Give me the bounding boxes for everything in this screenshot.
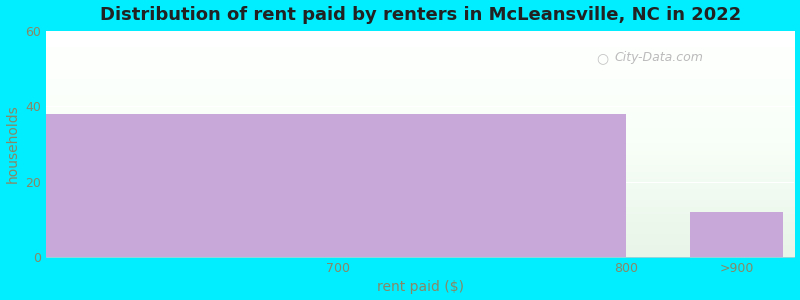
Bar (46, 114, 626, 257)
X-axis label: rent paid ($): rent paid ($) (377, 280, 464, 294)
Text: City-Data.com: City-Data.com (614, 51, 704, 64)
Bar (690, 212, 783, 257)
Y-axis label: households: households (6, 104, 19, 183)
Title: Distribution of rent paid by renters in McLeansville, NC in 2022: Distribution of rent paid by renters in … (99, 6, 741, 24)
Text: ○: ○ (596, 51, 608, 65)
